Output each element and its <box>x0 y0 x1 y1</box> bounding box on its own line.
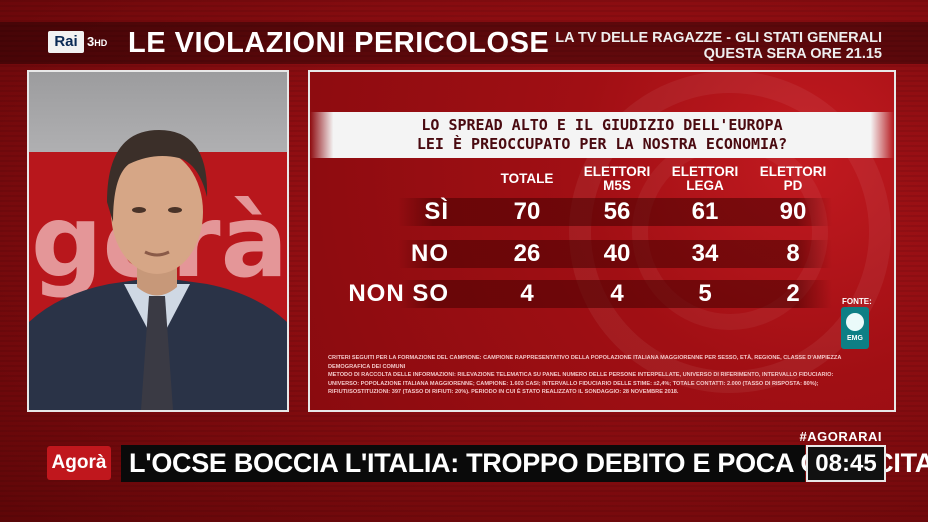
column-header-line: ELETTORI <box>583 164 651 179</box>
presenter-image <box>29 130 287 410</box>
promo-line-1: LA TV DELLE RAGAZZE - GLI STATI GENERALI <box>555 30 882 46</box>
program-logo: Agorà <box>47 446 111 480</box>
methodology-line: RIFIUTI/SOSTITUZIONI: 397 (TASSO DI RIFI… <box>328 389 679 395</box>
column-header: ELETTORI LEGA <box>660 165 750 193</box>
data-cell: 5 <box>698 280 712 307</box>
column-header-line: ELETTORI <box>759 164 827 179</box>
camera-window: gorà <box>27 70 289 412</box>
emg-icon <box>846 313 864 331</box>
data-cell: 56 <box>603 198 631 225</box>
channel-badge: 3HD <box>87 32 107 53</box>
row-band <box>398 240 832 268</box>
methodology-line: CRITERI SEGUITI PER LA FORMAZIONE DEL CA… <box>328 355 842 370</box>
poll-panel: LO SPREAD ALTO E IL GIUDIZIO DELL'EUROPA… <box>308 70 896 412</box>
column-header: TOTALE <box>482 172 572 186</box>
data-cell: 40 <box>603 240 631 267</box>
source-name: EMG <box>847 335 863 342</box>
column-header-line: M5S <box>603 178 631 193</box>
row-band <box>398 280 832 308</box>
source-label: FONTE: <box>842 297 872 306</box>
headline: L'OCSE BOCCIA L'ITALIA: TROPPO DEBITO E … <box>129 448 928 478</box>
data-cell: 2 <box>786 280 800 307</box>
program-name: Agorà <box>51 452 107 473</box>
header-bar <box>0 22 928 64</box>
column-header: ELETTORI M5S <box>572 165 662 193</box>
question-box <box>310 112 894 158</box>
column-header-line: ELETTORI <box>671 164 739 179</box>
row-label: NON SO <box>348 280 449 307</box>
clock: 08:45 <box>806 445 886 482</box>
column-header-line: PD <box>783 178 803 193</box>
data-cell: 4 <box>610 280 624 307</box>
row-band <box>398 198 832 226</box>
channel-suffix: HD <box>94 38 108 48</box>
data-cell: 34 <box>691 240 719 267</box>
source-logo: EMG <box>841 307 869 349</box>
methodology-line: METODO DI RACCOLTA DELLE INFORMAZIONI: R… <box>328 372 834 378</box>
channel-number: 3 <box>87 34 95 49</box>
chart-title-line-2: LEI È PREOCCUPATO PER LA NOSTRA ECONOMIA… <box>416 135 788 153</box>
data-cell: 90 <box>779 198 807 225</box>
column-header: ELETTORI PD <box>748 165 838 193</box>
data-cell: 4 <box>520 280 534 307</box>
rai-logo: Rai <box>48 31 84 53</box>
data-cell: 70 <box>513 198 541 225</box>
row-label: NO <box>411 240 449 267</box>
data-cell: 61 <box>691 198 719 225</box>
data-cell: 8 <box>786 240 800 267</box>
promo-line-2: QUESTA SERA ORE 21.15 <box>703 46 882 62</box>
column-header-line: LEGA <box>686 178 724 193</box>
column-header-line: TOTALE <box>500 171 554 186</box>
row-label: SÌ <box>424 198 449 225</box>
data-cell: 26 <box>513 240 541 267</box>
hashtag: #AGORARAI <box>799 429 882 444</box>
headline-bar <box>121 445 805 482</box>
methodology-line: UNIVERSO: POPOLAZIONE ITALIANA MAGGIOREN… <box>328 380 819 387</box>
chart-title-line-1: LO SPREAD ALTO E IL GIUDIZIO DELL'EUROPA <box>421 116 783 134</box>
methodology-note: CRITERI SEGUITI PER LA FORMAZIONE DEL CA… <box>328 354 878 397</box>
segment-title: LE VIOLAZIONI PERICOLOSE <box>128 27 550 59</box>
